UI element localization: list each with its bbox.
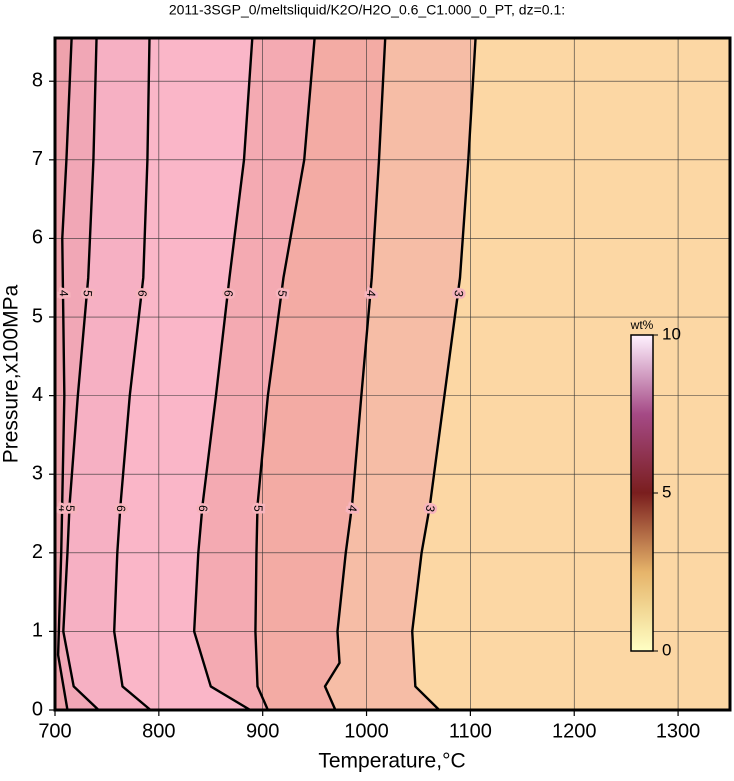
- chart-title: 2011-3SGP_0/meltsliquid/K2O/H2O_0.6_C1.0…: [169, 2, 565, 18]
- y-tick-label: 7: [32, 148, 43, 170]
- y-tick-label: 1: [32, 620, 43, 642]
- contour-line: [112, 37, 152, 711]
- plot-frame: [53, 36, 732, 712]
- y-tick-label: 4: [32, 384, 43, 406]
- contour-line: [56, 37, 73, 711]
- colorbar-tick-label: 10: [662, 324, 681, 343]
- x-tick-label: 800: [142, 720, 175, 742]
- colorbar-tick-label: 0: [662, 640, 671, 659]
- contour-label: 4: [57, 290, 71, 297]
- y-tick-label: 5: [32, 305, 43, 327]
- y-axis-label: Pressure,x100MPa: [0, 284, 23, 463]
- contour-line: [254, 37, 316, 711]
- contour-label: 4: [56, 505, 70, 512]
- x-tick-label: 900: [246, 720, 279, 742]
- contour-line: [323, 37, 387, 711]
- y-tick-label: 8: [32, 70, 43, 92]
- y-tick-label: 2: [32, 541, 43, 563]
- y-tick-label: 0: [32, 698, 43, 720]
- x-tick-label: 1000: [344, 720, 389, 742]
- contour-line: [411, 37, 477, 711]
- contour-line: [62, 37, 100, 711]
- colorbar-label: wt%: [630, 318, 654, 332]
- contour-label: 5: [251, 505, 265, 512]
- contour-label: 6: [114, 505, 128, 513]
- colorbar: [630, 334, 654, 652]
- x-axis-label: Temperature,°C: [318, 750, 465, 773]
- y-tick-label: 6: [32, 227, 43, 249]
- x-tick-label: 1200: [552, 720, 597, 742]
- x-tick-label: 700: [38, 720, 71, 742]
- y-tick-label: 3: [32, 462, 43, 484]
- contour-line: [192, 37, 254, 712]
- colorbar-tick-label: 5: [662, 482, 671, 501]
- x-tick-label: 1100: [449, 720, 492, 742]
- x-tick-label: 1300: [656, 720, 701, 742]
- contour-label: 5: [63, 505, 77, 513]
